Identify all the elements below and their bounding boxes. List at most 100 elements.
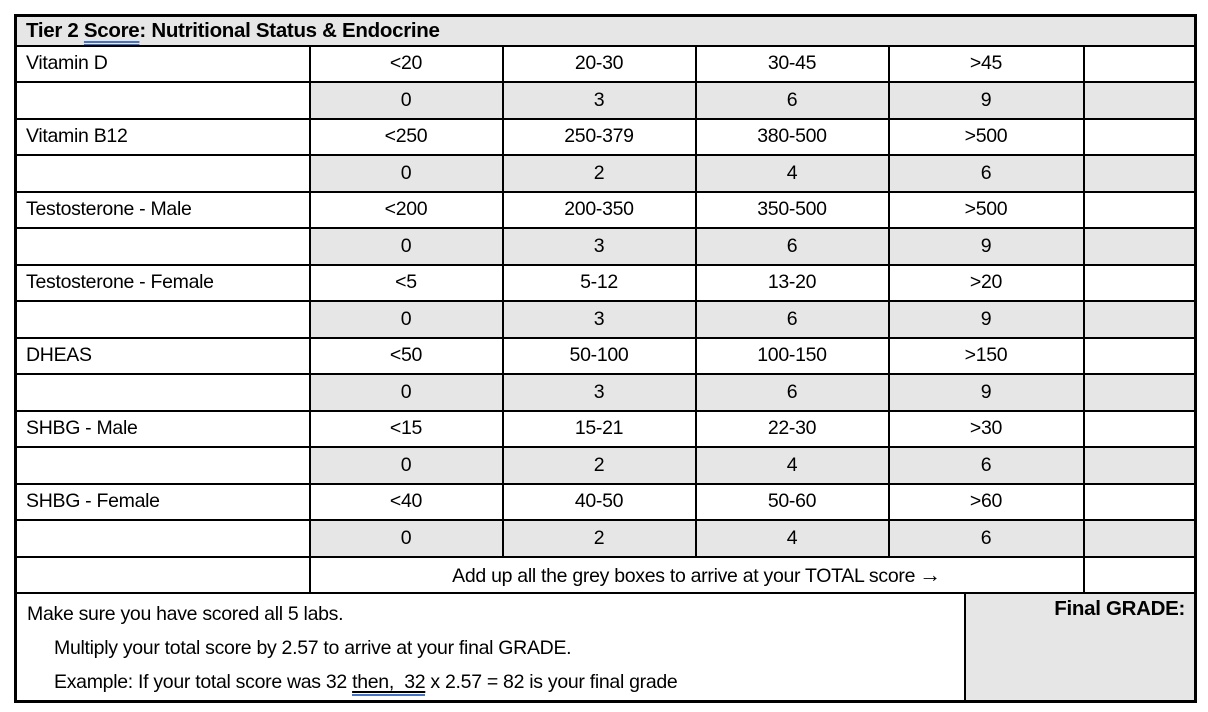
score-cell: 6 — [887, 154, 1085, 193]
range-cell: <40 — [308, 482, 504, 521]
range-cell: <250 — [308, 117, 504, 156]
score-cell: 0 — [308, 300, 504, 339]
write-in-cell — [1082, 409, 1197, 448]
score-cell: 6 — [694, 227, 890, 266]
score-cell: 4 — [694, 519, 890, 558]
range-cell: 22-30 — [694, 409, 890, 448]
score-cell: 6 — [887, 519, 1085, 558]
score-cell: 0 — [308, 154, 504, 193]
total-instruction-text: Add up all the grey boxes to arrive at y… — [452, 564, 916, 587]
range-cell: >150 — [887, 336, 1085, 375]
score-cell: 0 — [308, 373, 504, 412]
write-in-score-cell — [1082, 373, 1197, 412]
write-in-score-cell — [1082, 154, 1197, 193]
write-in-cell — [1082, 482, 1197, 521]
lab-score-row: 0 3 6 9 — [14, 81, 1197, 120]
score-cell: 6 — [694, 373, 890, 412]
range-cell: 350-500 — [694, 190, 890, 229]
empty-label-cell — [14, 446, 311, 485]
lab-score-row: 0 2 4 6 — [14, 154, 1197, 193]
footer-instruction-line: Make sure you have scored all 5 labs. — [27, 602, 344, 625]
lab-score-row: 0 2 4 6 — [14, 519, 1197, 558]
score-cell: 3 — [501, 373, 697, 412]
right-arrow-icon: → — [919, 561, 941, 587]
lab-name-cell: SHBG - Male — [14, 409, 311, 448]
score-cell: 9 — [887, 300, 1085, 339]
write-in-cell — [1082, 263, 1197, 302]
score-cell: 9 — [887, 373, 1085, 412]
score-cell: 9 — [887, 227, 1085, 266]
footer-container: Make sure you have scored all 5 labs. Mu… — [17, 594, 1194, 700]
total-instruction: Add up all the grey boxes to arrive at y… — [308, 555, 1085, 594]
score-cell: 6 — [887, 446, 1085, 485]
empty-label-cell — [14, 519, 311, 558]
score-cell: 4 — [694, 154, 890, 193]
write-in-score-cell — [1082, 81, 1197, 120]
range-cell: >45 — [887, 44, 1085, 83]
range-cell: 5-12 — [501, 263, 697, 302]
score-cell: 2 — [501, 154, 697, 193]
empty-label-cell — [14, 300, 311, 339]
empty-label-cell — [14, 81, 311, 120]
range-cell: 20-30 — [501, 44, 697, 83]
lab-range-row: Vitamin D <20 20-30 30-45 >45 — [14, 44, 1197, 83]
lab-name-cell: Vitamin B12 — [14, 117, 311, 156]
empty-label-cell — [14, 227, 311, 266]
title-prefix: Tier 2 — [26, 18, 84, 42]
empty-label-cell — [14, 555, 311, 594]
lab-name-cell: Testosterone - Male — [14, 190, 311, 229]
write-in-cell — [1082, 190, 1197, 229]
footer-instruction-line: Example: If your total score was 32 then… — [18, 665, 965, 699]
range-cell: <20 — [308, 44, 504, 83]
range-cell: <200 — [308, 190, 504, 229]
range-cell: 30-45 — [694, 44, 890, 83]
lab-name-cell: Vitamin D — [14, 44, 311, 83]
write-in-score-cell — [1082, 519, 1197, 558]
lab-range-row: SHBG - Male <15 15-21 22-30 >30 — [14, 409, 1197, 448]
score-cell: 3 — [501, 300, 697, 339]
lab-name-cell: DHEAS — [14, 336, 311, 375]
empty-label-cell — [14, 154, 311, 193]
lab-range-row: Vitamin B12 <250 250-379 380-500 >500 — [14, 117, 1197, 156]
range-cell: <50 — [308, 336, 504, 375]
score-cell: 0 — [308, 81, 504, 120]
table-title-row: Tier 2 Score: Nutritional Status & Endoc… — [14, 14, 1197, 47]
range-cell: 100-150 — [694, 336, 890, 375]
score-cell: 3 — [501, 81, 697, 120]
title-suffix: : Nutritional Status & Endocrine — [139, 18, 440, 42]
footer-cell: Make sure you have scored all 5 labs. Mu… — [14, 591, 1197, 702]
write-in-score-cell — [1082, 227, 1197, 266]
lab-range-row: Testosterone - Female <5 5-12 13-20 >20 — [14, 263, 1197, 302]
lab-name-cell: SHBG - Female — [14, 482, 311, 521]
range-cell: 200-350 — [501, 190, 697, 229]
score-cell: 0 — [308, 519, 504, 558]
lab-score-row: 0 3 6 9 — [14, 373, 1197, 412]
final-grade-label: Final GRADE: — [1054, 596, 1186, 620]
score-cell: 9 — [887, 81, 1085, 120]
footer-row: Make sure you have scored all 5 labs. Mu… — [14, 591, 1197, 702]
range-cell: >60 — [887, 482, 1085, 521]
footer-instruction-line: Multiply your total score by 2.57 to arr… — [54, 636, 572, 659]
write-in-cell — [1082, 44, 1197, 83]
write-in-cell — [1082, 336, 1197, 375]
range-cell: 40-50 — [501, 482, 697, 521]
score-cell: 0 — [308, 446, 504, 485]
score-cell: 2 — [501, 446, 697, 485]
write-in-score-cell — [1082, 300, 1197, 339]
lab-score-row: 0 3 6 9 — [14, 227, 1197, 266]
score-cell: 3 — [501, 227, 697, 266]
range-cell: <15 — [308, 409, 504, 448]
range-cell: >20 — [887, 263, 1085, 302]
lab-range-row: DHEAS <50 50-100 100-150 >150 — [14, 336, 1197, 375]
range-cell: 50-60 — [694, 482, 890, 521]
range-cell: 380-500 — [694, 117, 890, 156]
table-title: Tier 2 Score: Nutritional Status & Endoc… — [14, 14, 1197, 47]
empty-label-cell — [14, 373, 311, 412]
range-cell: >500 — [887, 117, 1085, 156]
score-cell: 0 — [308, 227, 504, 266]
range-cell: 13-20 — [694, 263, 890, 302]
footer-instructions: Make sure you have scored all 5 labs. Mu… — [17, 594, 965, 700]
title-flagged-word: Score — [83, 18, 140, 42]
example-flagged-text: then, 32 — [352, 670, 426, 696]
example-suffix: x 2.57 = 82 is your final grade — [425, 670, 678, 693]
